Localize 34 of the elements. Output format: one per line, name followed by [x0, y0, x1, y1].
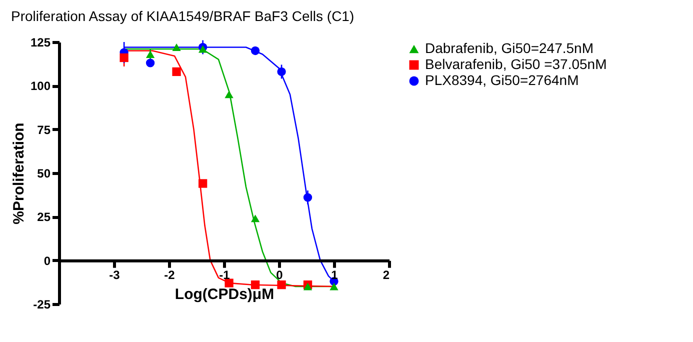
point — [146, 58, 155, 68]
point — [303, 193, 312, 202]
legend-label: Dabrafenib, Gi50=247.5nM — [425, 40, 594, 56]
point — [277, 67, 286, 76]
point — [330, 282, 338, 290]
point — [277, 280, 286, 290]
point — [172, 43, 181, 51]
point — [198, 179, 208, 188]
x-tick-label: -3 — [109, 268, 120, 282]
x-tick-label: 0 — [276, 268, 284, 282]
legend-label: PLX8394, Gi50=2764nM — [425, 72, 579, 88]
point — [172, 67, 181, 76]
point — [224, 278, 234, 288]
point — [198, 45, 208, 53]
point — [120, 53, 128, 62]
legend-label: Belvarafenib, Gi50 =37.05nM — [425, 56, 607, 72]
y-tick-label: 125 — [30, 36, 51, 50]
x-axis-title: Log(CPDs)μM — [174, 286, 274, 303]
y-tick-label: 100 — [30, 79, 51, 94]
y-tick-label: 25 — [37, 210, 51, 224]
point — [250, 46, 260, 56]
point — [250, 214, 260, 222]
y-axis-title: %Proliferation — [10, 122, 28, 224]
x-tick-label: -2 — [164, 268, 176, 282]
y-tick-label: -25 — [33, 298, 51, 312]
point — [224, 90, 234, 98]
x-tick-label: 2 — [382, 268, 390, 282]
y-tick-label: 75 — [37, 122, 51, 137]
y-tick-label: 50 — [37, 166, 51, 180]
x-tick-label: -1 — [219, 268, 230, 282]
point — [303, 282, 312, 290]
chart-title: Proliferation Assay of KIAA1549/BRAF BaF3 Cells (C1) — [10, 8, 354, 24]
point — [146, 50, 155, 58]
y-tick-label: 0 — [44, 254, 51, 268]
